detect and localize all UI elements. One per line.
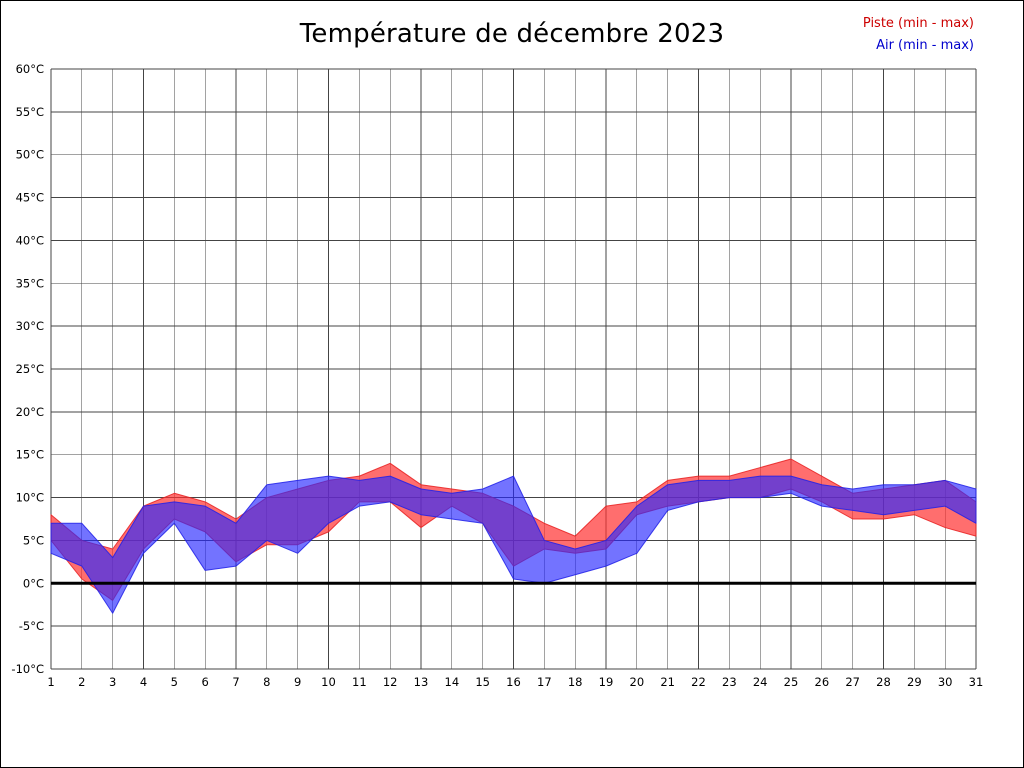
- x-tick-label: 15: [475, 675, 490, 689]
- y-tick-label: -10°C: [11, 662, 44, 676]
- x-tick-label: 21: [660, 675, 675, 689]
- x-tick-label: 13: [414, 675, 429, 689]
- x-tick-label: 4: [140, 675, 147, 689]
- x-tick-label: 20: [630, 675, 645, 689]
- x-tick-label: 3: [109, 675, 116, 689]
- x-tick-label: 24: [753, 675, 768, 689]
- x-tick-label: 12: [383, 675, 398, 689]
- x-tick-label: 16: [506, 675, 521, 689]
- y-tick-label: 0°C: [23, 576, 44, 590]
- x-tick-label: 29: [907, 675, 922, 689]
- y-tick-label: 35°C: [16, 276, 44, 290]
- x-tick-label: 1: [47, 675, 54, 689]
- x-tick-label: 5: [171, 675, 178, 689]
- x-tick-label: 7: [232, 675, 239, 689]
- y-tick-label: 20°C: [16, 405, 44, 419]
- x-tick-label: 23: [722, 675, 737, 689]
- legend-air: Air (min - max): [876, 38, 974, 53]
- y-tick-label: 30°C: [16, 319, 44, 333]
- x-tick-label: 11: [352, 675, 367, 689]
- x-tick-label: 25: [784, 675, 799, 689]
- y-tick-label: 50°C: [16, 148, 44, 162]
- x-tick-label: 28: [876, 675, 891, 689]
- x-tick-label: 8: [263, 675, 270, 689]
- x-tick-label: 31: [969, 675, 984, 689]
- chart-title: Température de décembre 2023: [299, 19, 725, 49]
- x-tick-label: 27: [845, 675, 860, 689]
- y-tick-label: 15°C: [16, 448, 44, 462]
- x-tick-label: 22: [691, 675, 706, 689]
- chart-legend: Piste (min - max) Air (min - max): [863, 13, 974, 57]
- y-tick-label: 60°C: [16, 62, 44, 76]
- x-tick-label: 19: [599, 675, 614, 689]
- x-tick-label: 14: [445, 675, 460, 689]
- legend-piste: Piste (min - max): [862, 16, 974, 31]
- x-tick-label: 10: [321, 675, 336, 689]
- x-tick-label: 2: [78, 675, 85, 689]
- x-tick-label: 6: [202, 675, 209, 689]
- y-tick-label: 10°C: [16, 491, 44, 505]
- y-tick-label: 25°C: [16, 362, 44, 376]
- y-tick-label: -5°C: [19, 619, 44, 633]
- y-tick-label: 40°C: [16, 233, 44, 247]
- x-tick-label: 30: [938, 675, 953, 689]
- x-tick-label: 17: [537, 675, 552, 689]
- y-tick-label: 45°C: [16, 191, 44, 205]
- y-tick-label: 5°C: [23, 533, 44, 547]
- x-tick-label: 26: [815, 675, 830, 689]
- x-tick-label: 18: [568, 675, 583, 689]
- y-tick-label: 55°C: [16, 105, 44, 119]
- x-tick-label: 9: [294, 675, 301, 689]
